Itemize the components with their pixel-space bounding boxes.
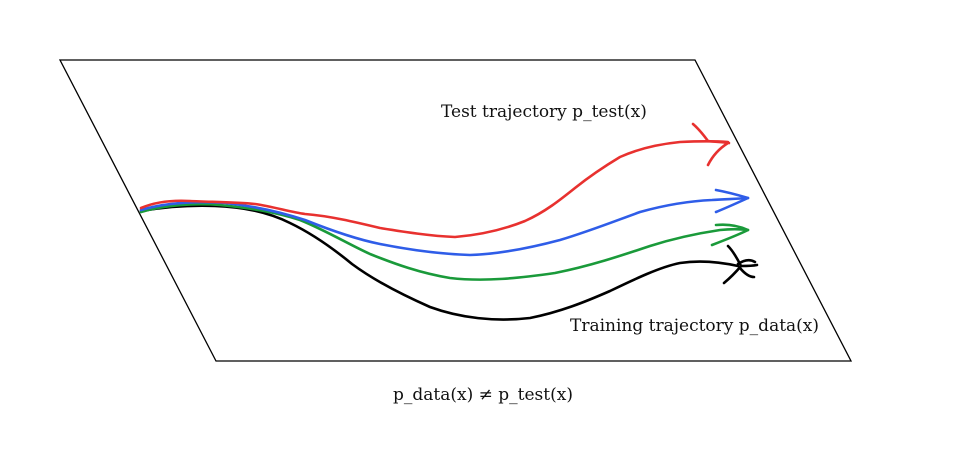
test-trajectory-arrowhead [691, 122, 731, 167]
blue-trajectory-arrowhead [714, 188, 750, 214]
blue-trajectory-path [139, 196, 750, 257]
training-trajectory-path [139, 204, 740, 321]
training-trajectory-arrowhead [722, 244, 759, 285]
green-trajectory-path [139, 202, 750, 281]
test-trajectory-path [139, 139, 730, 239]
training-trajectory-label: Training trajectory p_data(x) [570, 316, 819, 336]
data-manifold-plane [58, 59, 853, 362]
green-trajectory-arrowhead [710, 223, 750, 247]
test-trajectory-label: Test trajectory p_test(x) [441, 102, 647, 122]
distribution-inequality-label: p_data(x) ≠ p_test(x) [393, 385, 573, 405]
